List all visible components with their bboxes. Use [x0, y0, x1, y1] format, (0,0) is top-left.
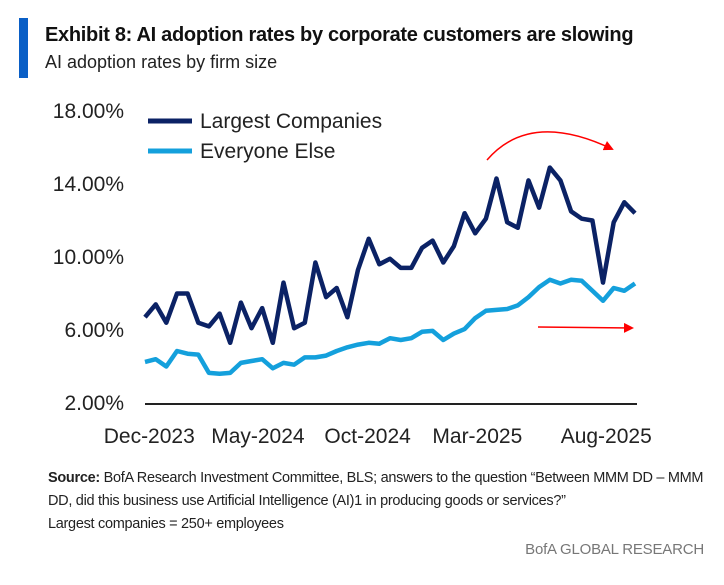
x-tick-label: May-2024 — [211, 425, 305, 448]
x-tick-label: Mar-2025 — [432, 425, 522, 448]
source-label: Source: — [48, 470, 100, 486]
source-note: Source: BofA Research Investment Committ… — [48, 467, 708, 536]
legend-label-largest: Largest Companies — [200, 110, 382, 133]
y-tick-label: 2.00% — [64, 392, 124, 415]
series-line-largest-companies — [143, 165, 637, 346]
brand-footer: BofA GLOBAL RESEARCH — [525, 541, 704, 558]
straight-arrow-annotation — [537, 322, 634, 333]
y-tick-label: 18.00% — [53, 100, 124, 123]
x-tick-label: Oct-2024 — [324, 425, 411, 448]
definition-note: Largest companies = 250+ employees — [48, 516, 284, 532]
y-tick-label: 14.00% — [53, 173, 124, 196]
y-tick-label: 10.00% — [53, 246, 124, 269]
legend-label-everyone: Everyone Else — [200, 140, 335, 163]
chart-subtitle: AI adoption rates by firm size — [45, 52, 278, 72]
source-text: BofA Research Investment Committee, BLS;… — [48, 470, 704, 509]
curved-arrow-annotation — [486, 131, 614, 161]
y-tick-label: 6.00% — [64, 319, 124, 342]
page-title: Exhibit 8: AI adoption rates by corporat… — [45, 24, 634, 46]
title-accent-bar — [19, 18, 28, 78]
x-tick-label: Dec-2023 — [104, 425, 195, 448]
x-tick-label: Aug-2025 — [561, 425, 652, 448]
